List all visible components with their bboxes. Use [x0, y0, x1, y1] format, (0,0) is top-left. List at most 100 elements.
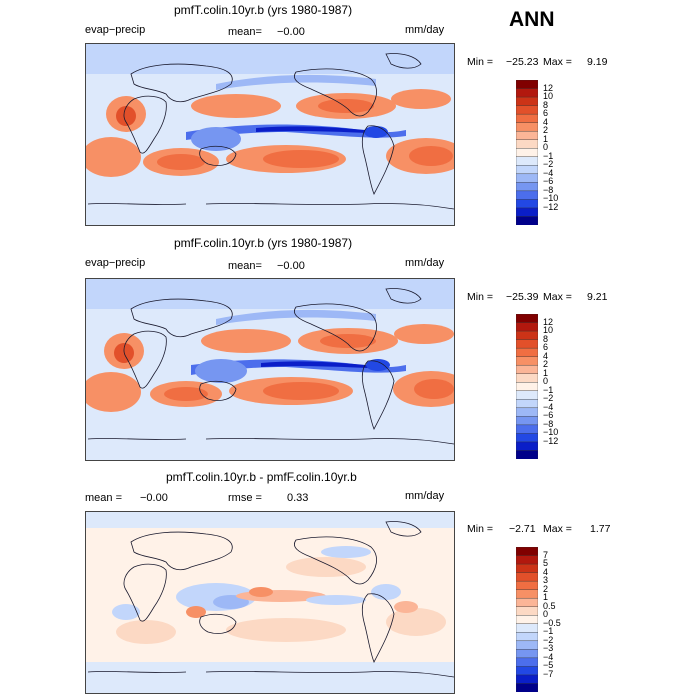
colorbar-tick-label: −7 [543, 668, 554, 679]
colorbar-tick-label: 0 [543, 376, 549, 387]
panel-3-title: pmfT.colin.10yr.b - pmfF.colin.10yr.b [166, 470, 357, 484]
panel-2-max-value: 9.21 [587, 291, 608, 303]
colorbar-block [515, 433, 539, 443]
panel-2-variable-label: evap−precip [85, 257, 146, 269]
colorbar-block [515, 632, 539, 642]
colorbar-block [515, 390, 539, 400]
colorbar-tick-label: −1 [543, 150, 554, 161]
panel-3-units: mm/day [405, 490, 445, 502]
panel-1-max-label: Max = [543, 56, 572, 68]
colorbar-tick-label: 4 [543, 116, 549, 127]
panel-3-max-value: 1.77 [590, 523, 611, 535]
colorbar-tick-label: 0 [543, 609, 549, 620]
colorbar-block [515, 88, 539, 98]
colorbar-tick-label: 2 [543, 125, 549, 136]
colorbar-tick-label: −4 [543, 167, 554, 178]
panel-2-mean-value: −0.00 [277, 260, 305, 272]
colorbar-tick-label: −4 [543, 651, 554, 662]
panel-1-mean-label: mean= [228, 26, 262, 38]
colorbar-block [515, 122, 539, 132]
panel-3-mean-value: −0.00 [140, 492, 168, 504]
colorbar-block [515, 589, 539, 599]
panel-1-min-label: Min = [467, 56, 493, 68]
colorbar-block [515, 113, 539, 124]
colorbar-block [515, 156, 539, 166]
colorbar-tick-label: 6 [543, 108, 549, 119]
panel-1-colorbar-blocks [515, 79, 539, 226]
colorbar-block [515, 615, 539, 625]
colorbar-tick-label: 5 [543, 558, 549, 569]
panel-1-variable-label: evap−precip [85, 24, 146, 36]
colorbar-tick-label: 3 [543, 575, 549, 586]
colorbar-block [515, 130, 539, 141]
colorbar-block [515, 96, 539, 107]
panel-3-colorbar-blocks [515, 546, 539, 693]
colorbar-block [515, 572, 539, 582]
colorbar-block [515, 555, 539, 565]
colorbar-block [515, 148, 539, 158]
colorbar-tick-label: 8 [543, 333, 549, 344]
panel-2-map [85, 278, 455, 461]
colorbar-tick-label: −6 [543, 176, 554, 187]
panel-2-min-value: −25.39 [506, 291, 539, 303]
colorbar-block [515, 330, 539, 341]
colorbar-block [515, 563, 539, 574]
panel-1-colorbar [515, 79, 539, 230]
colorbar-tick-label: −2 [543, 393, 554, 404]
colorbar-tick-label: 0.5 [543, 600, 556, 611]
panel-2-title: pmfF.colin.10yr.b (yrs 1980-1987) [174, 236, 353, 250]
panel-3-min-value: −2.71 [509, 523, 536, 535]
colorbar-tick-label: −2 [543, 159, 554, 170]
colorbar-tick-label: −12 [543, 435, 559, 446]
colorbar-block [515, 356, 539, 366]
colorbar-block [515, 313, 539, 324]
panel-3-rmse-value: 0.33 [287, 492, 309, 504]
colorbar-block [515, 606, 539, 616]
colorbar-tick-label: −1 [543, 384, 554, 395]
colorbar-block [515, 623, 539, 633]
colorbar-block [515, 657, 539, 667]
colorbar-block [515, 139, 539, 149]
colorbar-tick-label: −1 [543, 626, 554, 637]
colorbar-block [515, 450, 539, 460]
colorbar-tick-label: −10 [543, 427, 559, 438]
colorbar-block [515, 666, 539, 676]
colorbar-tick-label: −12 [543, 201, 559, 212]
panel-3-colorbar-ticks: 7 5 4 3 2 1 0.5 0 −0.5 −1 −2 −3 −4 −5 −7 [543, 547, 573, 692]
colorbar-tick-label: 1 [543, 592, 549, 603]
panel-1-colorbar-ticks: 12 10 8 6 4 2 1 0 −1 −2 −4 −6 −8 −10 −12 [543, 80, 573, 225]
panel-2-colorbar [515, 313, 539, 464]
panel-1-max-value: 9.19 [587, 56, 608, 68]
colorbar-block [515, 173, 539, 183]
colorbar-block [515, 182, 539, 192]
panel-2-mean-label: mean= [228, 260, 262, 272]
panel-3-map [85, 511, 455, 694]
colorbar-tick-label: 2 [543, 359, 549, 370]
panel-2-colorbar-blocks [515, 313, 539, 460]
colorbar-block [515, 165, 539, 175]
colorbar-tick-label: −8 [543, 418, 554, 429]
colorbar-block [515, 424, 539, 434]
colorbar-block [515, 399, 539, 409]
colorbar-block [515, 546, 539, 557]
colorbar-block [515, 339, 539, 349]
colorbar-block [515, 407, 539, 417]
colorbar-block [515, 364, 539, 375]
colorbar-tick-label: −3 [543, 643, 554, 654]
colorbar-tick-label: 0 [543, 142, 549, 153]
panel-3-max-label: Max = [543, 523, 572, 535]
colorbar-tick-label: 12 [543, 316, 554, 327]
panel-2-units: mm/day [405, 257, 445, 269]
panel-1-min-value: −25.23 [506, 56, 539, 68]
colorbar-block [515, 382, 539, 392]
colorbar-block [515, 640, 539, 650]
colorbar-tick-label: 4 [543, 566, 549, 577]
panel-3-min-label: Min = [467, 523, 493, 535]
colorbar-block [515, 649, 539, 659]
colorbar-tick-label: −2 [543, 634, 554, 645]
colorbar-tick-label: 2 [543, 583, 549, 594]
panel-1-units: mm/day [405, 24, 445, 36]
panel-3-mean-label: mean = [85, 492, 122, 504]
panel-1-mean-value: −0.00 [277, 26, 305, 38]
colorbar-block [515, 683, 539, 693]
